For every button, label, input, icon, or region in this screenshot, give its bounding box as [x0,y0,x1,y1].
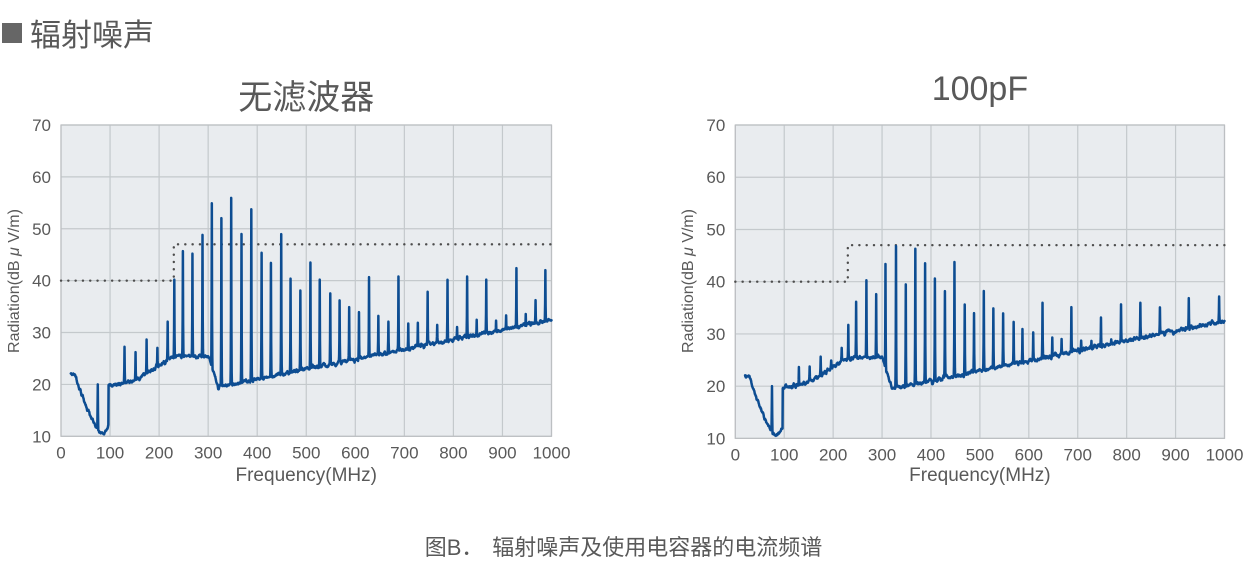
svg-text:800: 800 [1112,445,1140,464]
svg-text:50: 50 [32,220,51,239]
svg-text:40: 40 [32,272,51,291]
svg-text:10: 10 [32,427,51,446]
svg-text:700: 700 [390,443,418,462]
svg-text:500: 500 [966,445,994,464]
svg-text:400: 400 [243,443,271,462]
svg-text:100: 100 [96,443,124,462]
svg-text:70: 70 [32,116,51,135]
svg-text:40: 40 [706,273,725,292]
svg-text:10: 10 [706,429,725,448]
svg-text:200: 200 [819,445,847,464]
svg-text:600: 600 [1015,445,1043,464]
svg-text:0: 0 [56,443,65,462]
svg-text:500: 500 [292,443,320,462]
svg-text:900: 900 [488,443,516,462]
svg-text:300: 300 [868,445,896,464]
svg-text:50: 50 [706,220,725,239]
svg-text:600: 600 [341,443,369,462]
svg-text:30: 30 [32,324,51,343]
svg-text:1000: 1000 [1206,445,1244,464]
svg-text:1000: 1000 [533,443,571,462]
svg-text:30: 30 [706,325,725,344]
svg-text:60: 60 [32,168,51,187]
svg-text:200: 200 [145,443,173,462]
svg-text:70: 70 [706,116,725,135]
svg-text:60: 60 [706,168,725,187]
svg-text:400: 400 [917,445,945,464]
svg-text:20: 20 [706,377,725,396]
svg-text:0: 0 [731,445,740,464]
svg-text:800: 800 [439,443,467,462]
svg-text:20: 20 [32,375,51,394]
svg-text:700: 700 [1064,445,1092,464]
svg-text:100: 100 [770,445,798,464]
svg-text:900: 900 [1161,445,1189,464]
svg-text:300: 300 [194,443,222,462]
